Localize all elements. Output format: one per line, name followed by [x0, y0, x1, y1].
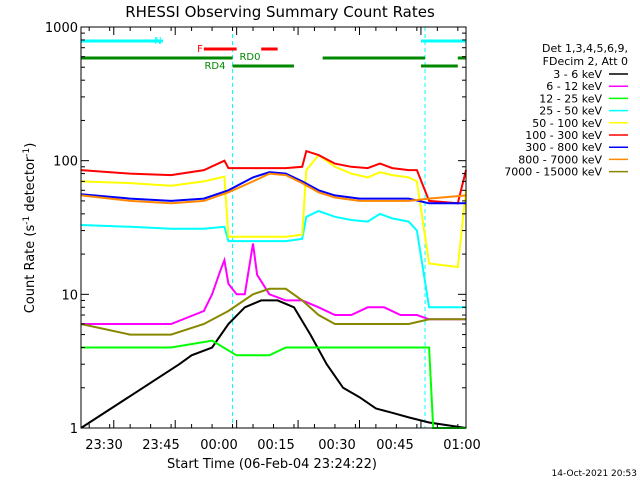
- timestamp: 14-Oct-2021 20:53: [552, 469, 637, 479]
- series-line-0: [80, 299, 467, 429]
- series-line-6: [80, 171, 466, 205]
- axes: 1 10 100 1000 23:30 23:45 00:00 00:15 00:30 00:45…: [45, 21, 481, 453]
- series-line-3: [80, 209, 466, 309]
- y-tick-label-3: 1000: [45, 21, 78, 36]
- x-tick-label-2: 00:00: [200, 438, 237, 453]
- legend-label-8: 7000 - 15000 keV: [504, 166, 602, 179]
- legend-label-2: 12 - 25 keV: [539, 92, 602, 105]
- y-tick-label-2: 100: [53, 155, 78, 170]
- plot-area: N F RD0 RD4: [80, 27, 467, 429]
- chart-title: RHESSI Observing Summary Count Rates: [125, 3, 435, 21]
- legend-label-6: 300 - 800 keV: [525, 141, 602, 154]
- legend-title-0: Det 1,3,4,5,6,9,: [542, 42, 628, 55]
- legend-label-3: 25 - 50 keV: [539, 105, 602, 118]
- legend-label-4: 50 - 100 keV: [532, 117, 602, 130]
- y-tick-label-0: 1: [70, 422, 78, 437]
- series-line-1: [81, 243, 466, 325]
- x-tick-label-4: 00:30: [318, 438, 355, 453]
- x-tick-label-5: 00:45: [376, 438, 413, 453]
- y-axis-label: Count Rate (s-1 detector-1): [22, 143, 38, 314]
- flag-label-rd4: RD4: [204, 61, 225, 72]
- x-tick-label-1: 23:45: [142, 438, 179, 453]
- x-tick-label-0: 23:30: [85, 438, 122, 453]
- legend: Det 1,3,4,5,6,9,FDecim 2, Att 03 - 6 keV…: [504, 42, 628, 179]
- legend-label-1: 6 - 12 keV: [546, 80, 602, 93]
- flag-label-n: N: [154, 36, 161, 47]
- y-tick-label-1: 10: [61, 288, 78, 303]
- legend-title-1: FDecim 2, Att 0: [543, 55, 628, 68]
- series-line-8: [80, 287, 466, 336]
- flag-label-f: F: [197, 44, 203, 55]
- legend-label-0: 3 - 6 keV: [553, 68, 602, 81]
- series-line-7: [80, 172, 467, 205]
- flag-label-rd0: RD0: [239, 52, 260, 63]
- series-line-2: [81, 339, 466, 429]
- legend-label-5: 100 - 300 keV: [525, 129, 602, 142]
- legend-label-7: 800 - 7000 keV: [518, 153, 602, 166]
- x-tick-label-6: 01:00: [443, 438, 480, 453]
- x-axis-label: Start Time (06-Feb-04 23:24:22): [167, 457, 377, 472]
- x-tick-label-3: 00:15: [257, 438, 294, 453]
- series-line-5: [80, 149, 467, 205]
